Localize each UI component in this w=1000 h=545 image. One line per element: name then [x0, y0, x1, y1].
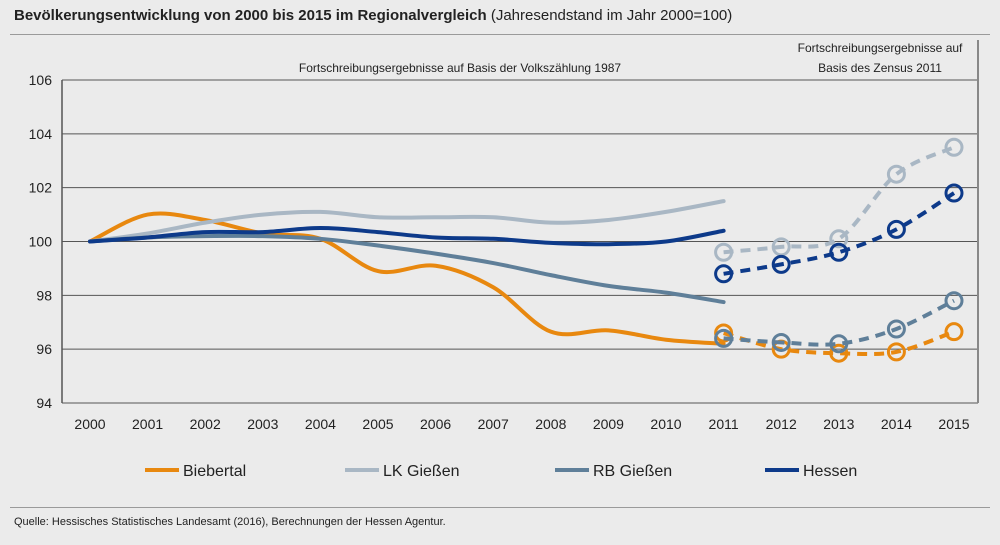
y-tick-label: 96 — [36, 341, 52, 357]
series-dashed-line-hessen — [723, 191, 956, 276]
series-dashed-line-rb-giessen — [723, 298, 955, 347]
x-tick-label: 2011 — [709, 416, 739, 432]
data-point-hessen — [944, 183, 964, 203]
series-line-hessen — [88, 226, 726, 247]
chart-subtitle: (Jahresendstand im Jahr 2000=100) — [490, 7, 733, 24]
source-note: Quelle: Hessisches Statistisches Landesa… — [14, 516, 446, 528]
x-tick-label: 2014 — [881, 416, 912, 432]
data-point-biebertal — [829, 343, 849, 363]
data-point-lk-giessen — [714, 242, 734, 262]
series-line-biebertal — [88, 211, 726, 346]
data-point-rb-giessen — [771, 332, 791, 352]
x-tick-label: 2010 — [650, 416, 681, 432]
y-tick-label: 98 — [36, 287, 52, 303]
chart-title: Bevölkerungsentwicklung von 2000 bis 201… — [14, 7, 733, 24]
y-tick-label: 106 — [29, 72, 53, 88]
data-point-hessen — [771, 254, 791, 274]
x-tick-label: 2004 — [305, 416, 336, 432]
annotation-zensus: Fortschreibungsergebnisse auf — [798, 41, 963, 55]
series-line-rb-giessen — [88, 233, 726, 305]
data-point-biebertal — [714, 323, 734, 343]
x-tick-label: 2000 — [74, 416, 105, 432]
data-point-lk-giessen — [829, 229, 849, 249]
legend-label-lk-giessen: LK Gießen — [383, 463, 459, 480]
data-point-rb-giessen — [829, 334, 849, 354]
x-tick-label: 2005 — [362, 416, 393, 432]
x-tick-label: 2012 — [766, 416, 797, 432]
annotation-volkszaehlung: Fortschreibungsergebnisse auf Basis der … — [299, 61, 622, 75]
x-tick-label: 2006 — [420, 416, 451, 432]
x-tick-label: 2009 — [593, 416, 624, 432]
x-tick-label: 2015 — [938, 416, 969, 432]
divider — [10, 507, 990, 508]
data-point-hessen — [829, 242, 849, 262]
x-tick-label: 2003 — [247, 416, 278, 432]
data-point-lk-giessen — [886, 164, 906, 184]
x-tick-label: 2008 — [535, 416, 566, 432]
y-tick-label: 94 — [36, 395, 52, 411]
data-point-hessen — [714, 264, 734, 284]
y-tick-label: 100 — [29, 234, 53, 250]
data-point-hessen — [886, 219, 906, 239]
legend-label-biebertal: Biebertal — [183, 463, 246, 480]
x-tick-label: 2013 — [823, 416, 854, 432]
series-line-lk-giessen — [88, 199, 726, 244]
x-tick-label: 2007 — [478, 416, 509, 432]
data-point-lk-giessen — [944, 137, 964, 157]
y-tick-label: 104 — [29, 126, 53, 142]
y-tick-label: 102 — [29, 180, 53, 196]
data-point-rb-giessen — [714, 328, 734, 348]
x-tick-label: 2001 — [132, 416, 163, 432]
data-point-biebertal — [886, 342, 906, 362]
x-tick-label: 2002 — [190, 416, 221, 432]
data-point-biebertal — [944, 322, 964, 342]
annotation-zensus: Basis des Zensus 2011 — [818, 61, 942, 75]
data-point-rb-giessen — [886, 319, 906, 339]
divider — [10, 34, 990, 35]
legend-label-hessen: Hessen — [803, 463, 857, 480]
series-dashed-line-biebertal — [723, 329, 955, 357]
legend-label-rb-giessen: RB Gießen — [593, 463, 672, 480]
series-dashed-line-lk-giessen — [723, 145, 955, 255]
data-point-rb-giessen — [944, 291, 964, 311]
